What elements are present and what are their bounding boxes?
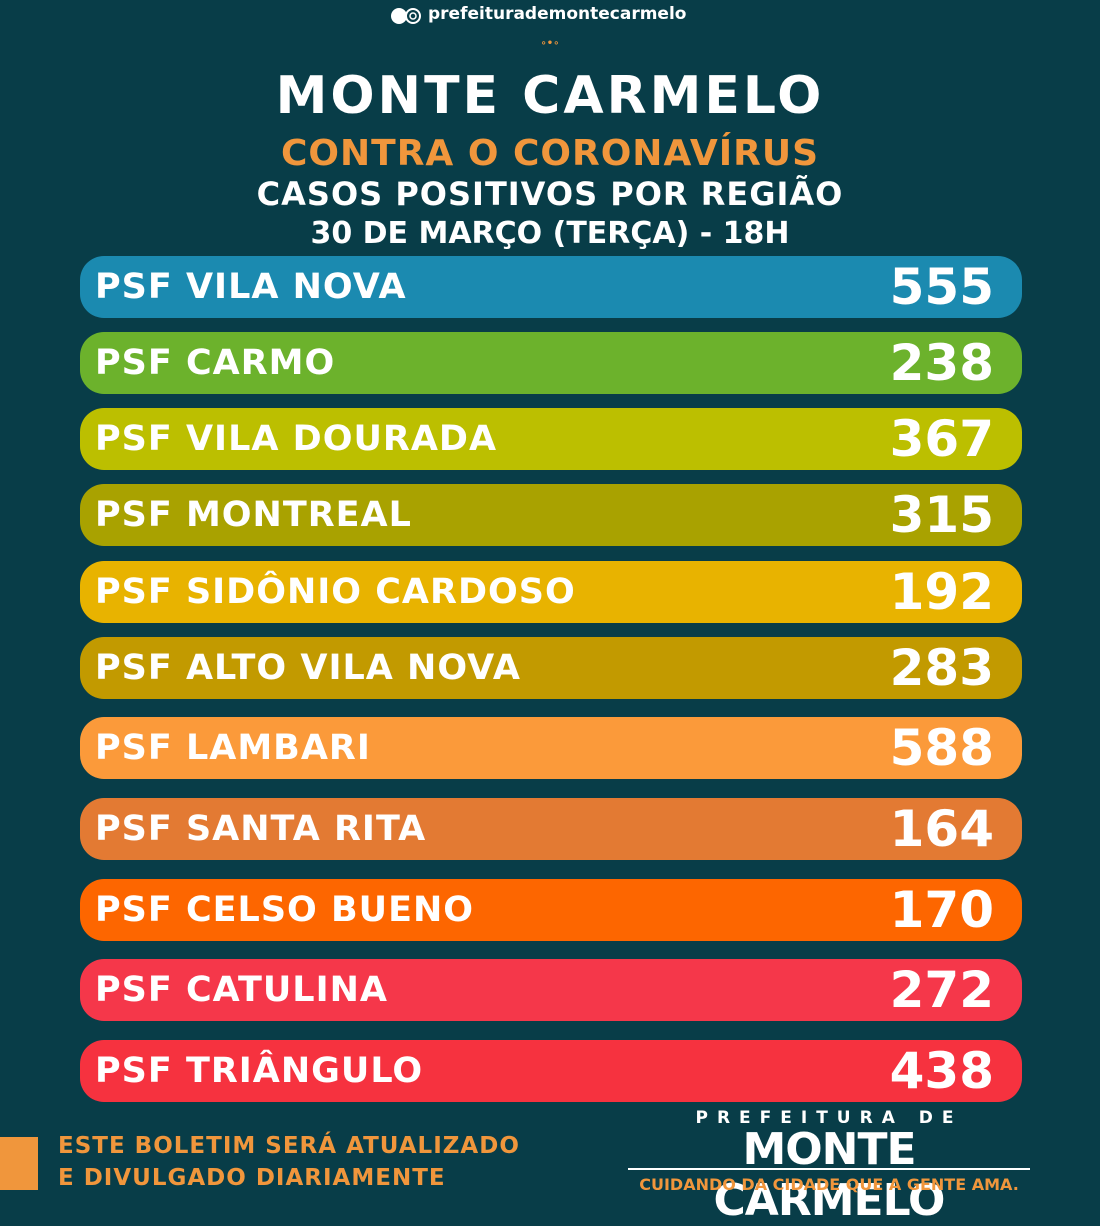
region-label: PSF SIDÔNIO CARDOSO	[95, 572, 576, 612]
region-value: 170	[889, 881, 994, 939]
region-label: PSF LAMBARI	[95, 728, 371, 768]
region-row: PSF ALTO VILA NOVA 283	[80, 637, 1022, 699]
footer-square	[0, 1137, 38, 1190]
region-value: 238	[889, 334, 994, 392]
logo-slogan: CUIDANDO DA CIDADE QUE A GENTE AMA.	[639, 1175, 1019, 1194]
region-row: PSF TRIÂNGULO 438	[80, 1040, 1022, 1102]
region-row: PSF CATULINA 272	[80, 959, 1022, 1021]
page: prefeiturademontecarmelo ∘•∘ MONTE CARME…	[0, 4, 1030, 1226]
region-value: 438	[889, 1042, 994, 1100]
region-label: PSF VILA NOVA	[95, 267, 407, 307]
logo-rule	[628, 1168, 1030, 1170]
region-label: PSF MONTREAL	[95, 495, 412, 535]
region-row: PSF CARMO 238	[80, 332, 1022, 394]
region-row: PSF SIDÔNIO CARDOSO 192	[80, 561, 1022, 623]
region-row: PSF LAMBARI 588	[80, 717, 1022, 779]
region-value: 192	[889, 563, 994, 621]
region-label: PSF TRIÂNGULO	[95, 1051, 424, 1091]
region-label: PSF CARMO	[95, 343, 336, 383]
region-value: 283	[889, 639, 994, 697]
region-row: PSF CELSO BUENO 170	[80, 879, 1022, 941]
region-value: 367	[889, 410, 994, 468]
region-value: 164	[889, 800, 994, 858]
region-row: PSF VILA NOVA 555	[80, 256, 1022, 318]
region-row: PSF VILA DOURADA 367	[80, 408, 1022, 470]
region-value: 315	[889, 486, 994, 544]
logo-top: PREFEITURA DE	[695, 1108, 963, 1128]
notice-line: ESTE BOLETIM SERÁ ATUALIZADO	[58, 1133, 520, 1159]
region-row: PSF SANTA RITA 164	[80, 798, 1022, 860]
icons	[391, 8, 421, 24]
subtitle: CONTRA O CORONAVÍRUS	[281, 133, 819, 174]
notice-line: E DIVULGADO DIARIAMENTE	[58, 1165, 446, 1191]
region-label: PSF SANTA RITA	[95, 809, 427, 849]
region-label: PSF CELSO BUENO	[95, 890, 475, 930]
region-label: PSF VILA DOURADA	[95, 419, 498, 459]
region-row: PSF MONTREAL 315	[80, 484, 1022, 546]
region-value: 272	[889, 961, 994, 1019]
social-handle: prefeiturademontecarmelo	[428, 4, 687, 24]
region-label: PSF CATULINA	[95, 970, 389, 1010]
social-icons	[391, 7, 421, 25]
heading: CASOS POSITIVOS POR REGIÃO	[256, 175, 844, 213]
date: 30 DE MARÇO (TERÇA) - 18H	[310, 216, 790, 251]
region-value: 555	[889, 258, 994, 316]
dots: ∘•∘	[540, 38, 560, 49]
region-value: 588	[889, 719, 994, 777]
region-label: PSF ALTO VILA NOVA	[95, 648, 521, 688]
title: MONTE CARMELO	[275, 66, 825, 126]
